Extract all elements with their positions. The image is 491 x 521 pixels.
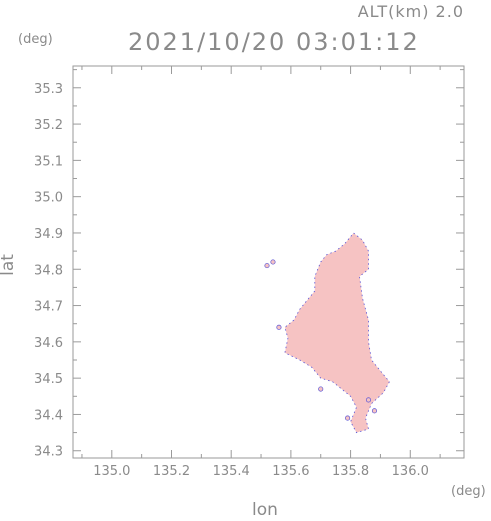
echo-speck-0 (264, 263, 270, 269)
y-tick-label: 34.6 (34, 336, 63, 351)
echo-speck-4 (365, 397, 372, 403)
x-tick-label: 135.4 (213, 464, 250, 479)
y-tick-label: 35.3 (34, 82, 63, 97)
y-tick-label: 34.8 (34, 263, 63, 278)
y-tick-label: 35.1 (34, 154, 63, 169)
precipitation-echo-region (284, 232, 390, 434)
y-tick-label: 34.9 (34, 227, 63, 242)
x-tick-label: 135.6 (272, 464, 309, 479)
y-tick-label: 35.2 (34, 118, 63, 133)
altitude-label: ALT(km) 2.0 (357, 2, 464, 21)
y-tick-label: 34.4 (34, 408, 63, 423)
x-axis-label: lon (252, 500, 278, 520)
plot-frame (72, 65, 465, 459)
echo-speck-6 (345, 415, 351, 421)
y-tick-label: 34.7 (34, 300, 63, 315)
y-unit-label: (deg) (18, 32, 53, 47)
echo-speck-5 (371, 408, 378, 414)
y-tick-label: 34.3 (34, 445, 63, 460)
x-tick-label: 135.2 (153, 464, 190, 479)
timestamp-title: 2021/10/20 03:01:12 (128, 28, 420, 56)
echo-speck-2 (276, 324, 282, 330)
echo-speck-3 (318, 386, 324, 392)
y-tick-label: 35.0 (34, 191, 63, 206)
x-tick-label: 136.0 (392, 464, 429, 479)
y-tick-label: 34.5 (34, 372, 63, 387)
x-unit-label: (deg) (451, 484, 486, 499)
x-tick-label: 135.8 (332, 464, 369, 479)
x-tick-label: 135.0 (93, 464, 130, 479)
echo-speck-1 (270, 259, 276, 265)
